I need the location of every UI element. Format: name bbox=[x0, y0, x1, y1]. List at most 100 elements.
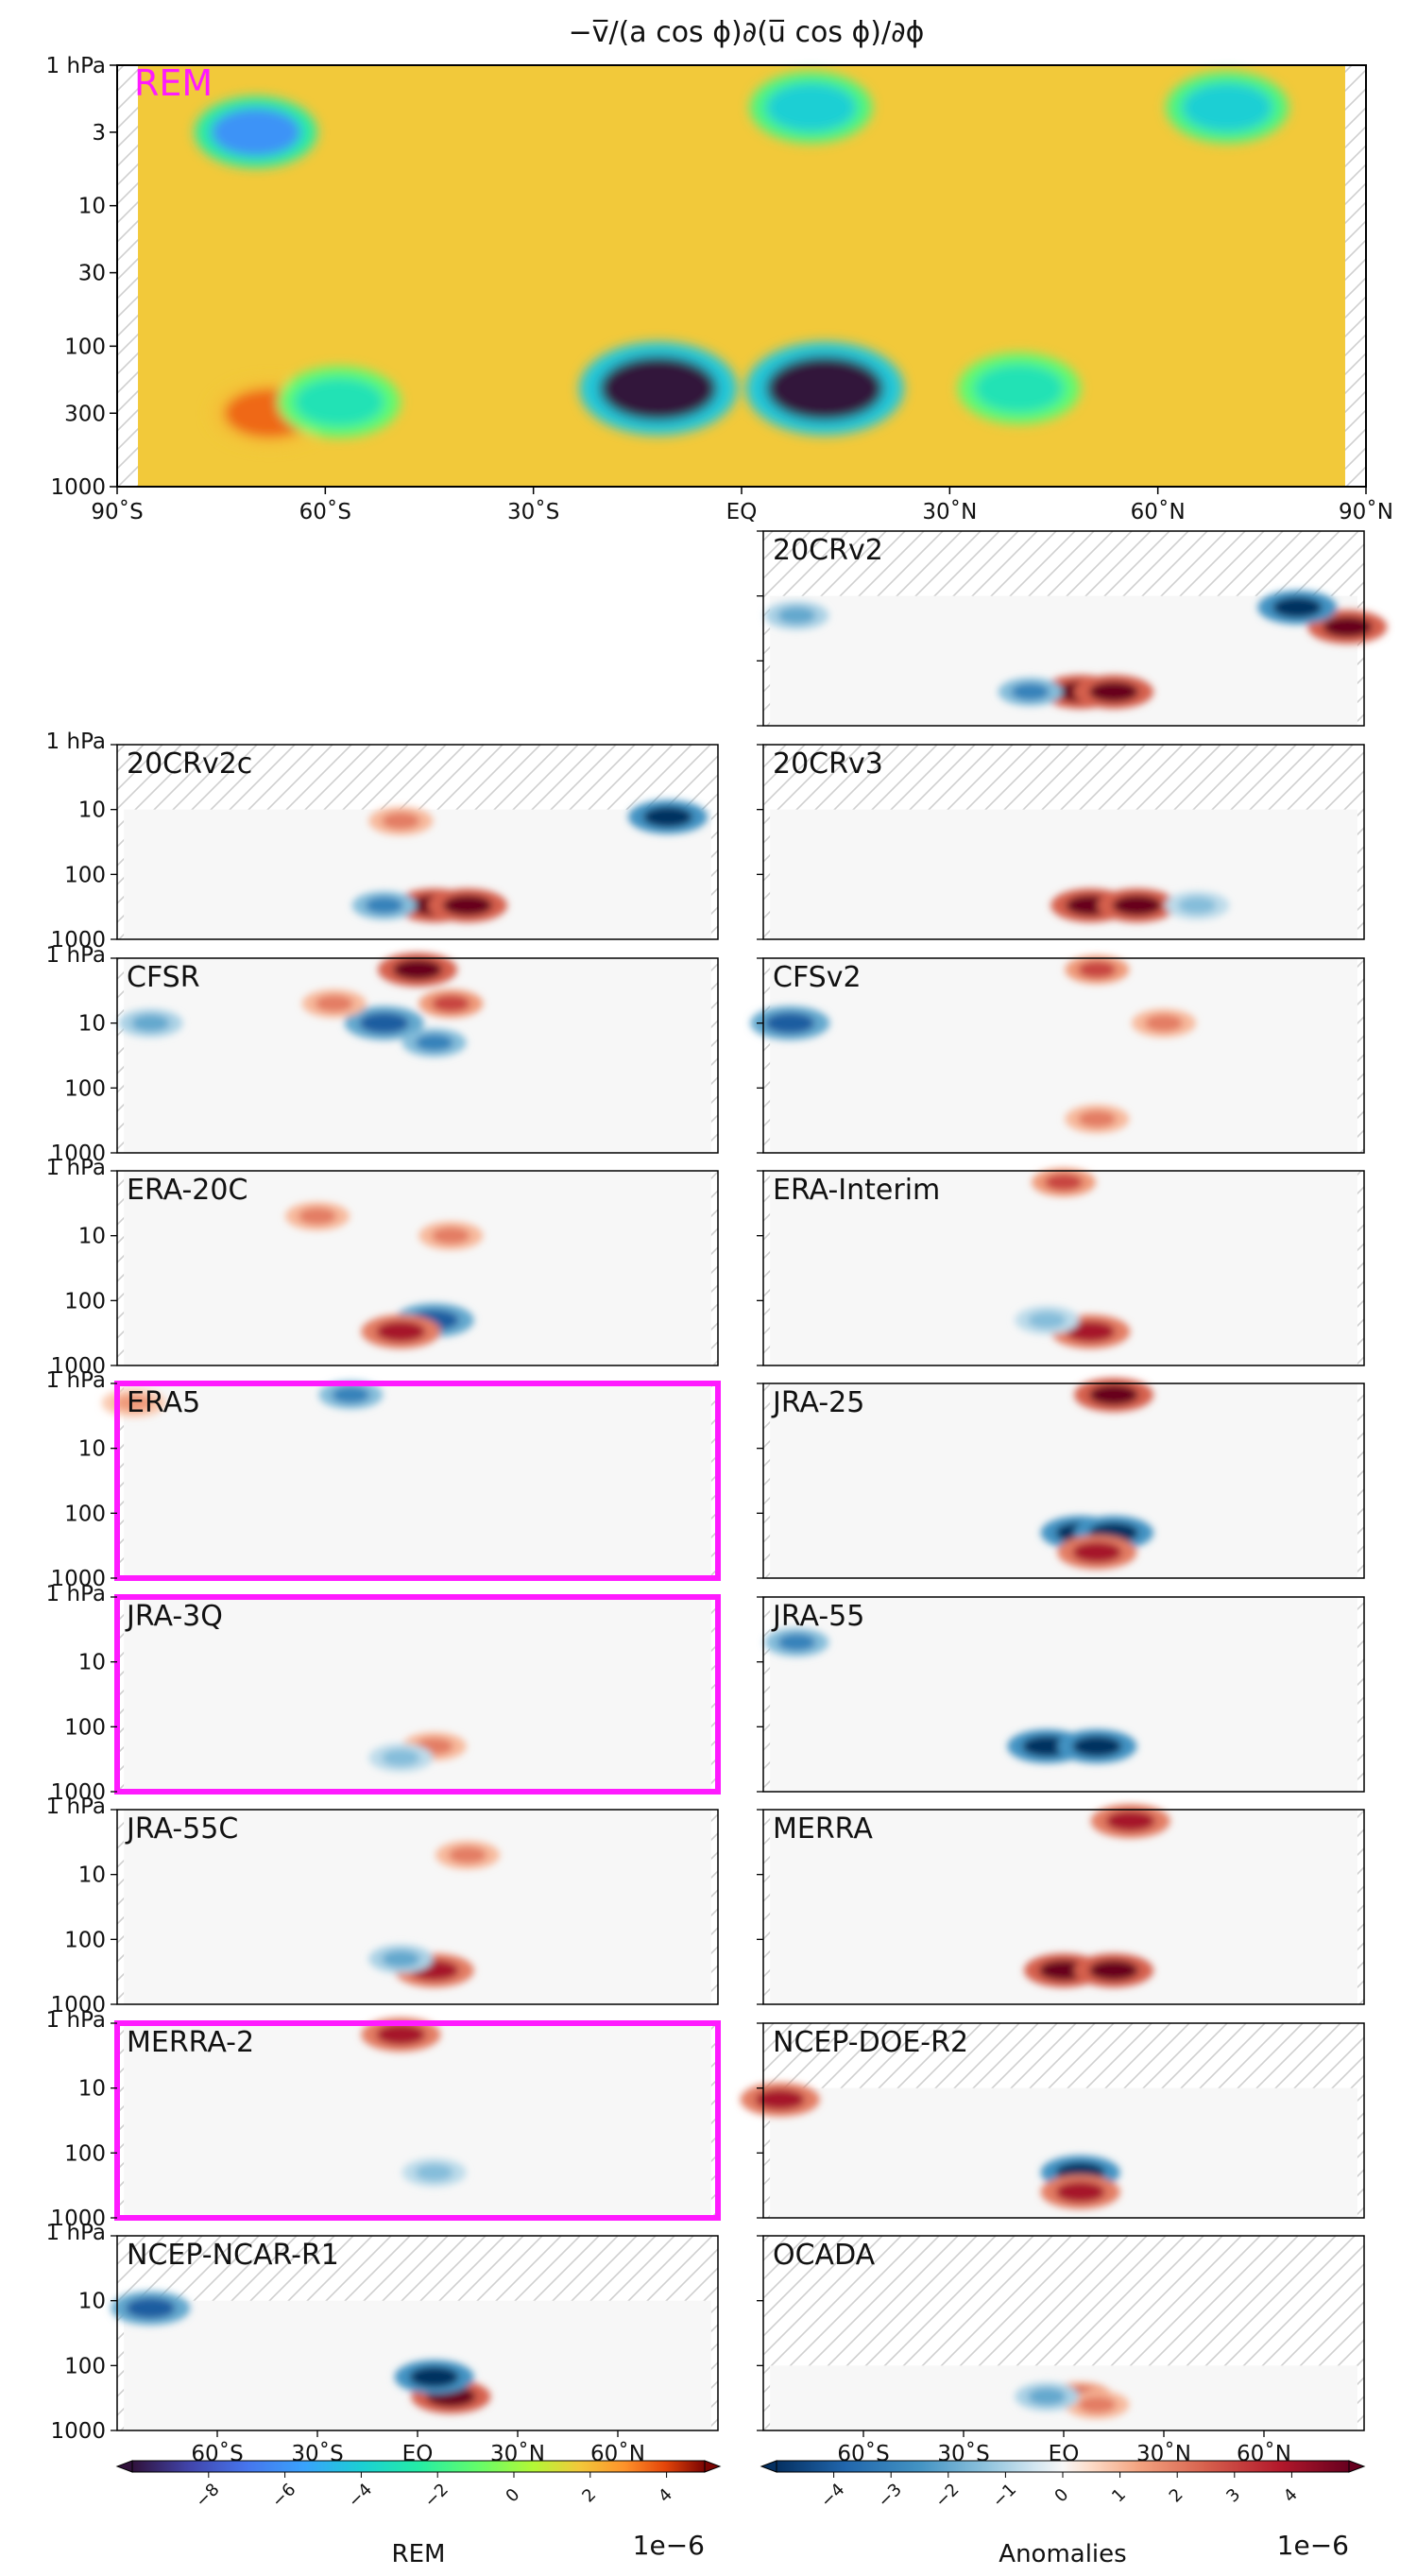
figure-title: −v̅/(a cos ϕ)∂(u̅ cos ϕ)/∂ϕ bbox=[569, 16, 925, 49]
anomaly-feature-2 bbox=[1178, 897, 1217, 915]
panel-label: ERA5 bbox=[127, 1386, 200, 1419]
colorbar-label: Anomalies bbox=[999, 2540, 1126, 2568]
anomaly-feature-1 bbox=[1055, 2181, 1105, 2203]
panel-merra: MERRA bbox=[757, 1804, 1365, 2005]
panel-label: NCEP-NCAR-R1 bbox=[127, 2239, 339, 2272]
colorbar-scale-label: 1e−6 bbox=[633, 2530, 705, 2561]
colorbar-max-arrow bbox=[704, 2460, 722, 2473]
anomaly-feature-1 bbox=[443, 895, 492, 917]
anomaly-feature-1 bbox=[1078, 961, 1117, 979]
anomaly-feature-0 bbox=[765, 1012, 815, 1034]
panel-y-tick-label: 10 bbox=[78, 1651, 106, 1675]
field-feature-3 bbox=[766, 356, 884, 421]
anomaly-feature-2 bbox=[777, 1633, 816, 1651]
panel-frame bbox=[762, 1382, 1365, 1579]
panel-data-area bbox=[124, 958, 711, 1153]
anomaly-feature-1 bbox=[1089, 1960, 1138, 1982]
panel-label: ERA-20C bbox=[127, 1174, 248, 1207]
field-feature-7 bbox=[1182, 82, 1273, 132]
colorbar-scale-label: 1e−6 bbox=[1277, 2530, 1349, 2561]
colorbar-tick-label: 2 bbox=[578, 2484, 600, 2506]
panel-y-tick-label: 1 hPa bbox=[46, 1795, 106, 1819]
field-feature-0 bbox=[210, 107, 301, 157]
colorbar-tick-label: 4 bbox=[1280, 2484, 1302, 2506]
colorbar-tick-label: 2 bbox=[1166, 2484, 1187, 2506]
panel-jra-3q: JRA-3Q 1 hPa 10 100 1000 bbox=[46, 1582, 721, 1805]
panel-features bbox=[1050, 888, 1230, 923]
panel-y-tick-label: 100 bbox=[64, 1076, 106, 1101]
anomaly-feature-0 bbox=[1022, 1736, 1072, 1758]
panel-features bbox=[1015, 1168, 1131, 1349]
panel-label: MERRA bbox=[773, 1812, 873, 1846]
panel-y-tick-label: 100 bbox=[64, 1928, 106, 1952]
main-x-tick-label: 90˚N bbox=[1339, 499, 1393, 524]
anomaly-feature-2 bbox=[126, 2297, 176, 2319]
panel-frame bbox=[116, 744, 719, 940]
panel-y-tick-label: 100 bbox=[64, 1289, 106, 1314]
panel-features bbox=[1015, 2382, 1130, 2419]
anomaly-feature-1 bbox=[1028, 1312, 1067, 1330]
colorbar-anomalies: −4 −3 −2 −1 0 1 2 3 4 Anomalies 1e−6 bbox=[760, 2460, 1366, 2568]
colorbar-tick-label: −6 bbox=[268, 2480, 300, 2512]
main-panel-label: REM bbox=[134, 62, 213, 104]
panel-features bbox=[285, 1201, 484, 1349]
panel-20crv2: 20CRv2 bbox=[757, 530, 1388, 727]
panel-ocada: OCADA bbox=[757, 2235, 1365, 2431]
colorbar-gradient bbox=[777, 2461, 1349, 2472]
anomaly-feature-0 bbox=[332, 1386, 370, 1404]
panel-jra-25: JRA-25 bbox=[757, 1378, 1365, 1579]
panel-frame bbox=[116, 957, 719, 1154]
panel-features bbox=[750, 955, 1196, 1134]
anomaly-feature-1 bbox=[376, 1321, 426, 1343]
panel-data-area bbox=[124, 1383, 711, 1578]
panel-frame bbox=[762, 530, 1365, 727]
anomaly-feature-1 bbox=[359, 1012, 409, 1034]
main-x-tick-label: 60˚S bbox=[299, 499, 351, 524]
anomaly-feature-4 bbox=[1272, 596, 1323, 618]
panel-y-tick-label: 1000 bbox=[50, 1354, 106, 1379]
panel-merra-2: MERRA-2 1 hPa 10 100 1000 bbox=[46, 2008, 721, 2231]
panel-highlight-frame bbox=[114, 2020, 721, 2221]
main-x-tick-label: 90˚S bbox=[91, 499, 143, 524]
anomaly-feature-2 bbox=[1028, 2388, 1067, 2406]
anomaly-feature-1 bbox=[415, 2164, 453, 2182]
panel-frame bbox=[762, 957, 1365, 1154]
panel-features bbox=[361, 2018, 467, 2188]
colorbar-min-arrow bbox=[115, 2460, 133, 2473]
panel-y-tick-label: 10 bbox=[78, 1437, 106, 1462]
panel-features bbox=[118, 953, 484, 1057]
panel-label: NCEP-DOE-R2 bbox=[773, 2026, 968, 2059]
anomaly-feature-2 bbox=[1145, 1014, 1183, 1032]
panel-label: ERA-Interim bbox=[773, 1174, 940, 1207]
panel-y-tick-label: 1000 bbox=[50, 1780, 106, 1805]
field-feature-4 bbox=[973, 364, 1065, 414]
panel-frame bbox=[116, 1809, 719, 2005]
main-y-tick-label: 3 bbox=[92, 121, 106, 146]
anomaly-feature-4 bbox=[315, 994, 353, 1012]
anomaly-feature-2 bbox=[1105, 1811, 1155, 1832]
anomaly-feature-3 bbox=[1078, 1110, 1117, 1128]
main-x-tick-label: 30˚S bbox=[507, 499, 559, 524]
field-feature-2 bbox=[599, 356, 717, 421]
panel-y-tick-label: 1000 bbox=[50, 1993, 106, 2018]
field-feature-5 bbox=[294, 377, 385, 427]
panel-frame bbox=[762, 1596, 1365, 1793]
panel-y-tick-label: 1000 bbox=[50, 928, 106, 953]
main-y-tick-label: 300 bbox=[64, 402, 106, 426]
main-y-tick-label: 1000 bbox=[50, 475, 106, 500]
panel-frame bbox=[762, 1170, 1365, 1366]
anomaly-feature-1 bbox=[1078, 2396, 1117, 2413]
colorbar-frame bbox=[131, 2460, 706, 2473]
anomaly-feature-1 bbox=[382, 1749, 420, 1767]
panel-y-tick-label: 100 bbox=[64, 2354, 106, 2379]
colorbar-tick-label: −2 bbox=[931, 2480, 964, 2512]
anomaly-feature-2 bbox=[1045, 1174, 1083, 1192]
panel-y-tick-label: 1 hPa bbox=[46, 1156, 106, 1180]
panel-label: CFSv2 bbox=[773, 961, 862, 994]
main-x-tick-label: 60˚N bbox=[1131, 499, 1186, 524]
panel-y-tick-label: 1000 bbox=[50, 2419, 106, 2444]
colorbar-tick-label: −1 bbox=[989, 2480, 1021, 2512]
panel-y-tick-label: 100 bbox=[64, 2141, 106, 2166]
anomaly-feature-2 bbox=[415, 1034, 453, 1052]
panel-highlight-frame bbox=[114, 1381, 721, 1581]
